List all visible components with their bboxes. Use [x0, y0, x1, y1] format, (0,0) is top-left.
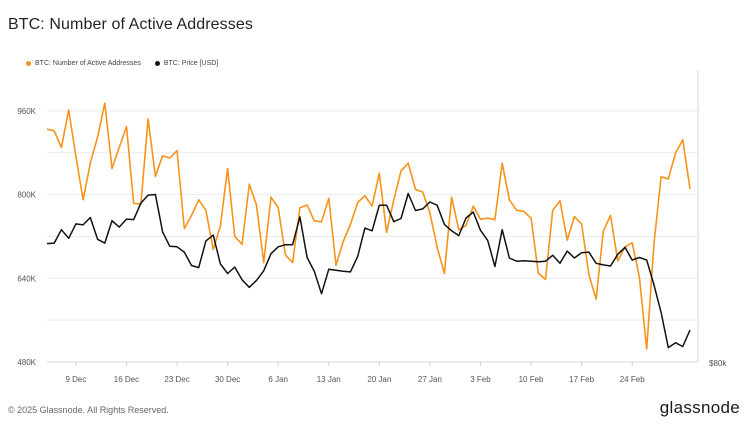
x-tick-label: 27 Jan: [418, 375, 442, 384]
legend-dot-black: [154, 61, 160, 66]
legend: BTC: Number of Active Addresses BTC: Pri…: [26, 60, 218, 67]
y-axis-right: $80k: [709, 359, 727, 368]
x-tick-label: 30 Dec: [215, 375, 240, 384]
legend-item-price[interactable]: BTC: Price [USD]: [154, 60, 219, 67]
x-tick-label: 17 Feb: [569, 375, 594, 384]
x-tick-label: 13 Jan: [317, 375, 341, 384]
legend-item-active-addresses[interactable]: BTC: Number of Active Addresses: [26, 60, 141, 67]
x-tick-label: 20 Jan: [367, 375, 391, 384]
x-tick-label: 24 Feb: [620, 375, 645, 384]
x-tick-label: 6 Jan: [268, 375, 288, 384]
legend-label-active-addresses: BTC: Number of Active Addresses: [35, 60, 141, 67]
x-tick-label: 23 Dec: [164, 375, 189, 384]
legend-dot-orange: [26, 61, 31, 66]
chart-title: BTC: Number of Active Addresses: [8, 16, 253, 33]
copyright-footer: © 2025 Glassnode. All Rights Reserved.: [8, 405, 169, 415]
y-tick-label: 960K: [17, 107, 36, 116]
gridlines: [47, 70, 699, 363]
series-group: [46, 102, 691, 350]
y-tick-label: 800K: [17, 191, 36, 200]
y-tick-label: 480K: [17, 358, 36, 367]
right-tick-label: $80k: [709, 359, 727, 368]
y-tick-label: 640K: [17, 274, 36, 283]
y-axis-left: 480K 640K 800K 960K: [17, 107, 36, 367]
legend-label-price: BTC: Price [USD]: [163, 60, 219, 67]
x-tick-label: 10 Feb: [519, 375, 544, 384]
series-line-active-addresses[interactable]: [46, 102, 691, 350]
x-axis: 9 Dec 16 Dec 23 Dec 30 Dec 6 Jan 13 Jan 20 Jan…: [65, 362, 645, 384]
x-tick-label: 16 Dec: [114, 375, 139, 384]
series-line-price[interactable]: [46, 192, 691, 349]
glassnode-logo: glassnode: [659, 398, 740, 417]
x-tick-label: 3 Feb: [470, 375, 491, 384]
x-tick-label: 9 Dec: [65, 375, 86, 384]
